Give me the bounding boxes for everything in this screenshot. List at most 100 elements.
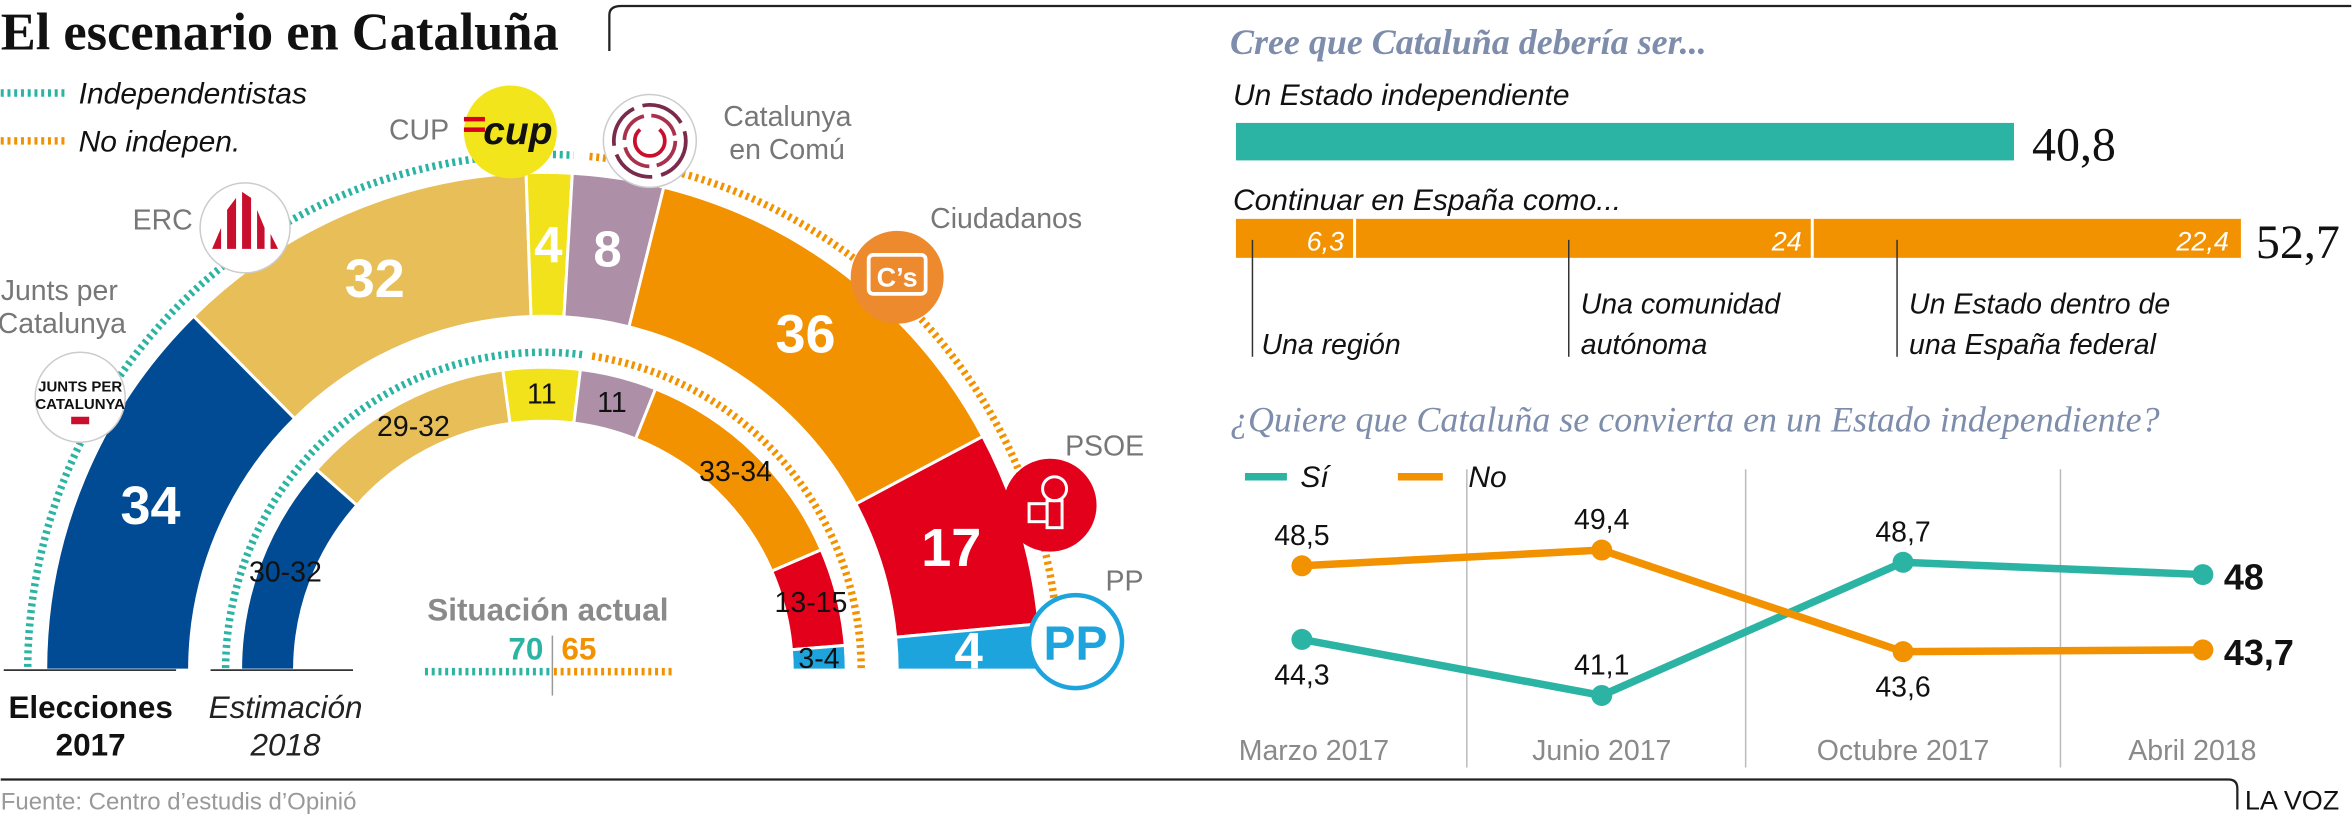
bar-chart-title: Cree que Cataluña debería ser...	[1230, 22, 1707, 62]
situacion-noindep: 65	[561, 632, 596, 667]
data-point	[1892, 551, 1914, 573]
party-name-cs: Ciudadanos	[930, 203, 1082, 235]
data-label: 44,3	[1274, 659, 1329, 691]
situacion-indep: 70	[508, 632, 543, 667]
series-line-no	[1301, 546, 2203, 656]
source-note: Fuente: Centro d’estudis d’Opinió	[1, 789, 357, 814]
data-label: 48	[2224, 557, 2264, 598]
line-chart-title: ¿Quiere que Cataluña se convierta en un …	[1230, 400, 2160, 440]
noindep-dotted-arc	[589, 152, 1063, 667]
bar-label-continuar: Continuar en España como...	[1233, 184, 1621, 217]
psoe-logo	[1003, 458, 1097, 552]
seat-label-catalunya-en-com-: 11	[597, 387, 627, 419]
segment-name: Un Estado dentro de	[1909, 288, 2170, 320]
seat-label-erc: 29-32	[377, 411, 450, 443]
svg-text:C’s: C’s	[877, 262, 918, 292]
data-point	[1591, 684, 1613, 706]
party-name-junts-2: Catalunya	[0, 308, 126, 340]
party-name-junts-1: Junts per	[1, 275, 118, 307]
data-point	[2192, 639, 2214, 661]
bar-value-independiente: 40,8	[2032, 118, 2116, 171]
seat-label-erc: 32	[345, 249, 405, 309]
label-estimacion-2: 2018	[250, 728, 322, 763]
erc-logo	[199, 182, 291, 274]
seat-segment-pp	[789, 643, 848, 672]
data-point	[1291, 628, 1313, 650]
party-name-comu-2: en Comú	[729, 134, 845, 166]
label-estimacion-1: Estimación	[209, 690, 363, 725]
segment-name: Una región	[1261, 329, 1400, 361]
seat-label-cup: 11	[527, 378, 557, 410]
legend-no-label: No	[1468, 461, 1506, 494]
data-label: 48,5	[1274, 520, 1329, 552]
noindep-dotted-arc	[591, 352, 865, 669]
segment-name: Una comunidad	[1581, 288, 1782, 320]
party-name-cup: CUP	[389, 114, 449, 146]
data-label: 48,7	[1875, 516, 1930, 548]
seat-label-cup: 4	[534, 216, 563, 273]
bar-segment	[1356, 218, 1811, 258]
data-label: 41,1	[1574, 649, 1629, 681]
cup-logo: cup	[463, 85, 557, 179]
bar-continuar: 6,3 Una región 24 Una comunidad autónoma 22,4…	[1235, 218, 2241, 361]
header-rule	[608, 4, 2352, 51]
bar-segment	[1235, 218, 1354, 258]
seat-label-junts-per-catalunya: 34	[121, 476, 181, 536]
segment-name: una España federal	[1909, 329, 2157, 361]
situacion-title: Situación actual	[427, 593, 668, 628]
party-name-psoe: PSOE	[1065, 431, 1144, 463]
indep-dotted-arc	[23, 150, 574, 667]
seat-label-ciudadanos: 36	[775, 305, 835, 365]
bar-independiente	[1235, 122, 2014, 161]
pp-logo: PP	[1026, 592, 1125, 691]
party-name-comu-1: Catalunya	[723, 101, 851, 133]
seat-label-psoe: 13-15	[775, 587, 848, 619]
footer-rule	[0, 778, 2239, 810]
data-point	[1591, 539, 1613, 561]
seat-label-catalunya-en-com-: 8	[593, 221, 621, 278]
svg-text:cup: cup	[483, 110, 552, 153]
party-name-erc: ERC	[133, 204, 193, 236]
hemicycle-2018: 30-32 29-32 11 11 33-34 13-15 3-4	[221, 348, 865, 675]
data-label: 49,4	[1574, 504, 1629, 536]
x-tick-label: Octubre 2017	[1817, 735, 1990, 767]
cs-logo: C’s	[850, 230, 944, 324]
data-label: 43,7	[2224, 632, 2294, 673]
party-name-pp: PP	[1106, 566, 1144, 598]
bar-label-independiente: Un Estado independiente	[1233, 79, 1570, 112]
x-tick-label: Marzo 2017	[1239, 735, 1389, 767]
brand-logo: LA VOZ	[2245, 786, 2339, 814]
junts-logo: JUNTS PER CATALUNYA	[34, 351, 126, 443]
bar-segment	[1813, 218, 2241, 258]
series-line-si	[1301, 558, 2204, 700]
x-tick-label: Abril 2018	[2128, 735, 2256, 767]
label-elecciones-1: Elecciones	[8, 690, 172, 725]
legend-si-label: Sí	[1300, 461, 1331, 494]
seat-label-pp: 4	[954, 622, 983, 679]
data-label: 43,6	[1875, 672, 1930, 704]
data-point	[2192, 564, 2214, 586]
bar-value-continuar: 52,7	[2256, 216, 2340, 269]
x-tick-label: Junio 2017	[1532, 735, 1671, 767]
legend-noindep-label: No indepen.	[79, 125, 241, 158]
data-point	[1892, 641, 1914, 663]
label-elecciones-2: 2017	[56, 728, 126, 763]
svg-text:PP: PP	[1044, 618, 1108, 671]
legend-indep-label: Independentistas	[79, 77, 307, 110]
svg-text:JUNTS PER: JUNTS PER	[38, 378, 122, 395]
bar-segment-value: 24	[1771, 226, 1802, 256]
page-title: El escenario en Cataluña	[1, 3, 559, 61]
seat-label-psoe: 17	[921, 518, 981, 578]
bar-segment-value: 6,3	[1307, 226, 1345, 256]
line-chart: Marzo 2017 Junio 2017 Octubre 2017 Abril 20…	[1239, 469, 2294, 768]
comu-logo	[602, 93, 698, 189]
bar-segment-value: 22,4	[2175, 226, 2229, 256]
data-point	[1291, 555, 1313, 577]
seat-label-junts-per-catalunya: 30-32	[249, 556, 322, 588]
seat-label-ciudadanos: 33-34	[699, 456, 772, 488]
svg-text:CATALUNYA: CATALUNYA	[35, 396, 125, 413]
segment-name: autónoma	[1581, 329, 1708, 361]
seat-label-pp: 3-4	[798, 643, 839, 675]
